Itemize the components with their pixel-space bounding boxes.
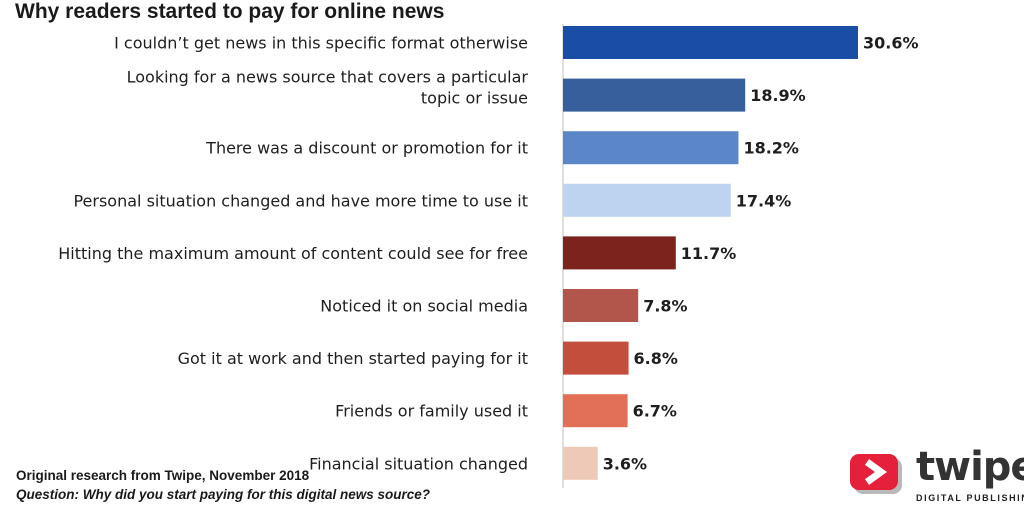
value-label-3: 17.4% xyxy=(736,191,792,210)
category-label-line: Noticed it on social media xyxy=(320,297,528,316)
category-label-1: Looking for a news source that covers a … xyxy=(127,68,529,108)
chart-title: Why readers started to pay for online ne… xyxy=(15,0,445,23)
category-label-line: topic or issue xyxy=(421,89,528,108)
bar-4 xyxy=(563,236,676,270)
category-label-line: Personal situation changed and have more… xyxy=(73,191,528,210)
category-label-line: Got it at work and then started paying f… xyxy=(178,349,528,368)
value-label-0: 30.6% xyxy=(863,34,919,53)
value-label-1: 18.9% xyxy=(750,86,806,105)
bar-7 xyxy=(563,394,628,428)
category-label-line: I couldn’t get news in this specific for… xyxy=(114,34,528,53)
category-label-6: Got it at work and then started paying f… xyxy=(178,349,528,368)
bar-8 xyxy=(563,446,598,480)
category-label-line: Looking for a news source that covers a … xyxy=(127,68,529,87)
category-label-0: I couldn’t get news in this specific for… xyxy=(114,34,528,53)
source-note: Original research from Twipe, November 2… xyxy=(16,468,310,483)
value-label-8: 3.6% xyxy=(603,454,647,473)
value-label-2: 18.2% xyxy=(743,139,799,158)
category-label-line: Hitting the maximum amount of content co… xyxy=(58,244,528,263)
category-label-8: Financial situation changed xyxy=(309,454,528,473)
value-label-4: 11.7% xyxy=(681,244,737,263)
bar-6 xyxy=(563,341,629,375)
twipe-arrow-icon xyxy=(850,454,902,494)
bar-5 xyxy=(563,289,639,322)
category-label-2: There was a discount or promotion for it xyxy=(205,139,528,158)
category-label-5: Noticed it on social media xyxy=(320,297,528,316)
value-label-5: 7.8% xyxy=(643,297,687,316)
bar-1 xyxy=(563,78,746,112)
bar-3 xyxy=(563,183,731,217)
twipe-logo: twipe DIGITAL PUBLISHING xyxy=(850,444,1024,508)
logo-tagline: DIGITAL PUBLISHING xyxy=(916,493,1024,503)
value-label-6: 6.8% xyxy=(634,349,678,368)
category-label-4: Hitting the maximum amount of content co… xyxy=(58,244,528,263)
category-label-line: Financial situation changed xyxy=(309,454,528,473)
category-label-line: There was a discount or promotion for it xyxy=(205,139,528,158)
category-label-7: Friends or family used it xyxy=(335,402,528,421)
value-label-7: 6.7% xyxy=(633,402,677,421)
category-label-line: Friends or family used it xyxy=(335,402,528,421)
bar-0 xyxy=(563,26,858,59)
bar-2 xyxy=(563,131,739,165)
question-note: Question: Why did you start paying for t… xyxy=(16,487,431,502)
category-label-3: Personal situation changed and have more… xyxy=(73,191,528,210)
logo-wordmark: twipe xyxy=(916,444,1024,490)
